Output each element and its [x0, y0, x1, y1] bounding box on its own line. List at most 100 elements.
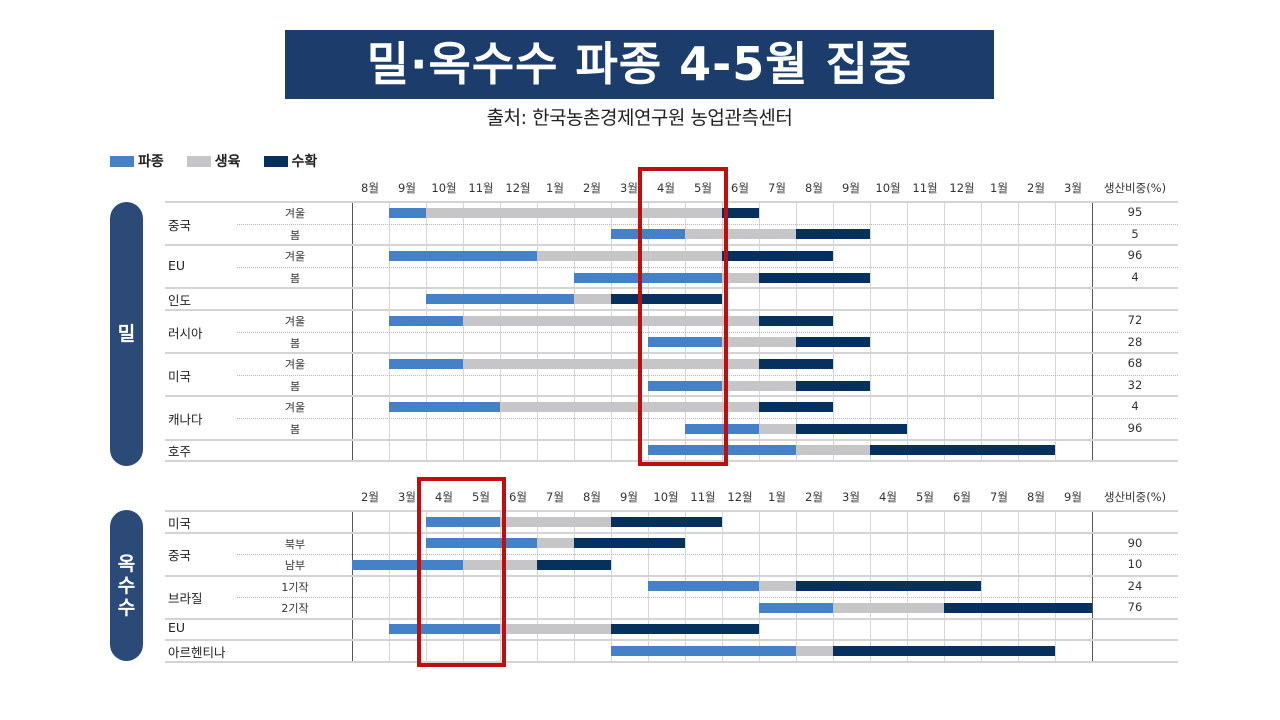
- grow-bar: [426, 207, 722, 218]
- month-header: 7월: [990, 490, 1008, 504]
- grid-line: [980, 511, 982, 662]
- sow-bar: [648, 445, 796, 456]
- share-value: 95: [1127, 205, 1143, 219]
- legend-item-sow: 파종: [110, 151, 164, 171]
- grid-line: [425, 511, 427, 662]
- sow-bar: [426, 294, 574, 305]
- month-header: 8월: [1027, 490, 1045, 504]
- grow-bar: [463, 315, 759, 326]
- sow-bar: [648, 380, 722, 391]
- country-label: 러시아: [168, 325, 203, 341]
- month-header: 2월: [361, 490, 379, 504]
- share-value: 90: [1127, 535, 1143, 550]
- grid-line: [462, 511, 464, 662]
- legend-label: 생육: [214, 154, 241, 170]
- month-header: 10월: [875, 181, 901, 195]
- month-header: 2월: [1027, 181, 1045, 195]
- country-label: 인도: [168, 293, 192, 309]
- grow-bar: [537, 251, 722, 261]
- season-label: 봄: [289, 228, 301, 242]
- month-header: 11월: [468, 181, 494, 195]
- legend-item-harvest: 수확: [263, 151, 318, 171]
- wheat-label-text: 밀: [117, 323, 136, 345]
- country-label: EU: [168, 620, 186, 636]
- country-label: 중국: [168, 548, 192, 563]
- grow-bar: [759, 581, 796, 592]
- harvest-bar: [944, 602, 1092, 613]
- sow-bar: [389, 402, 500, 413]
- month-header: 10월: [431, 181, 457, 195]
- season-label: 겨울: [284, 401, 306, 415]
- share-value: 96: [1127, 421, 1143, 435]
- sow-bar: [648, 337, 722, 348]
- month-header: 11월: [912, 181, 938, 195]
- month-header: 12월: [727, 490, 753, 504]
- share-value: 28: [1127, 334, 1143, 349]
- month-header: 8월: [805, 181, 823, 195]
- season-label: 1기작: [281, 580, 309, 594]
- corn-label-text: 옥수수: [117, 552, 136, 619]
- month-header: 8월: [583, 490, 601, 504]
- month-header: 6월: [509, 490, 527, 504]
- grow-bar: [537, 538, 574, 549]
- sow-bar: [389, 359, 463, 369]
- month-header: 5월: [694, 181, 712, 195]
- grow-bar: [685, 229, 796, 240]
- row-divider: [165, 531, 1178, 534]
- grow-bar: [463, 359, 759, 369]
- sow-bar: [611, 645, 796, 656]
- month-header: 7월: [768, 181, 786, 195]
- sow-bar: [389, 624, 500, 635]
- row-divider-dotted: [237, 597, 1178, 598]
- sow-bar: [389, 207, 426, 218]
- month-header: 1월: [546, 181, 564, 195]
- grow-bar: [833, 602, 944, 613]
- legend-label: 수확: [291, 154, 318, 170]
- row-divider: [165, 438, 1178, 441]
- month-header: 3월: [620, 181, 638, 195]
- month-header: 5월: [472, 490, 490, 504]
- country-label: EU: [168, 257, 186, 273]
- share-value: 68: [1127, 356, 1143, 371]
- share-value: 72: [1127, 313, 1143, 327]
- row-divider: [165, 395, 1178, 398]
- grow-bar: [796, 445, 870, 456]
- month-header: 9월: [398, 181, 416, 195]
- axis-line: [1091, 511, 1093, 662]
- source-caption: 출처: 한국농촌경제연구원 농업관측센터: [486, 107, 793, 129]
- harvest-bar: [796, 423, 907, 434]
- row-divider: [165, 244, 1178, 247]
- season-label: 봄: [289, 271, 301, 285]
- harvest-bar: [796, 581, 981, 592]
- row-divider-dotted: [237, 223, 1178, 225]
- month-header: 1월: [990, 181, 1008, 195]
- country-label: 아르헨티나: [168, 644, 226, 660]
- row-divider: [165, 287, 1178, 290]
- share-value: 24: [1127, 578, 1143, 593]
- month-header: 12월: [949, 181, 975, 195]
- grid-line: [610, 511, 612, 662]
- month-header: 5월: [916, 490, 934, 504]
- sow-bar: [611, 229, 685, 240]
- sow-bar: [389, 315, 463, 326]
- grow-swatch-icon: [186, 155, 211, 167]
- month-header: 9월: [620, 490, 638, 504]
- country-label: 미국: [168, 368, 192, 384]
- share-value: 4: [1131, 399, 1139, 414]
- season-label: 겨울: [284, 358, 306, 372]
- share-value: 10: [1127, 557, 1143, 571]
- grow-bar: [759, 423, 796, 434]
- harvest-bar: [759, 272, 870, 283]
- grow-bar: [500, 516, 611, 527]
- month-header: 9월: [1064, 490, 1082, 504]
- axis-line: [351, 511, 353, 662]
- month-header: 9월: [842, 181, 860, 195]
- harvest-bar: [611, 624, 759, 635]
- harvest-swatch-icon: [263, 155, 288, 167]
- share-value: 32: [1127, 377, 1143, 392]
- share-value: 4: [1131, 269, 1139, 284]
- season-label: 봄: [289, 423, 301, 436]
- harvest-bar: [796, 229, 870, 240]
- row-divider: [165, 460, 1178, 463]
- sow-bar: [685, 423, 759, 434]
